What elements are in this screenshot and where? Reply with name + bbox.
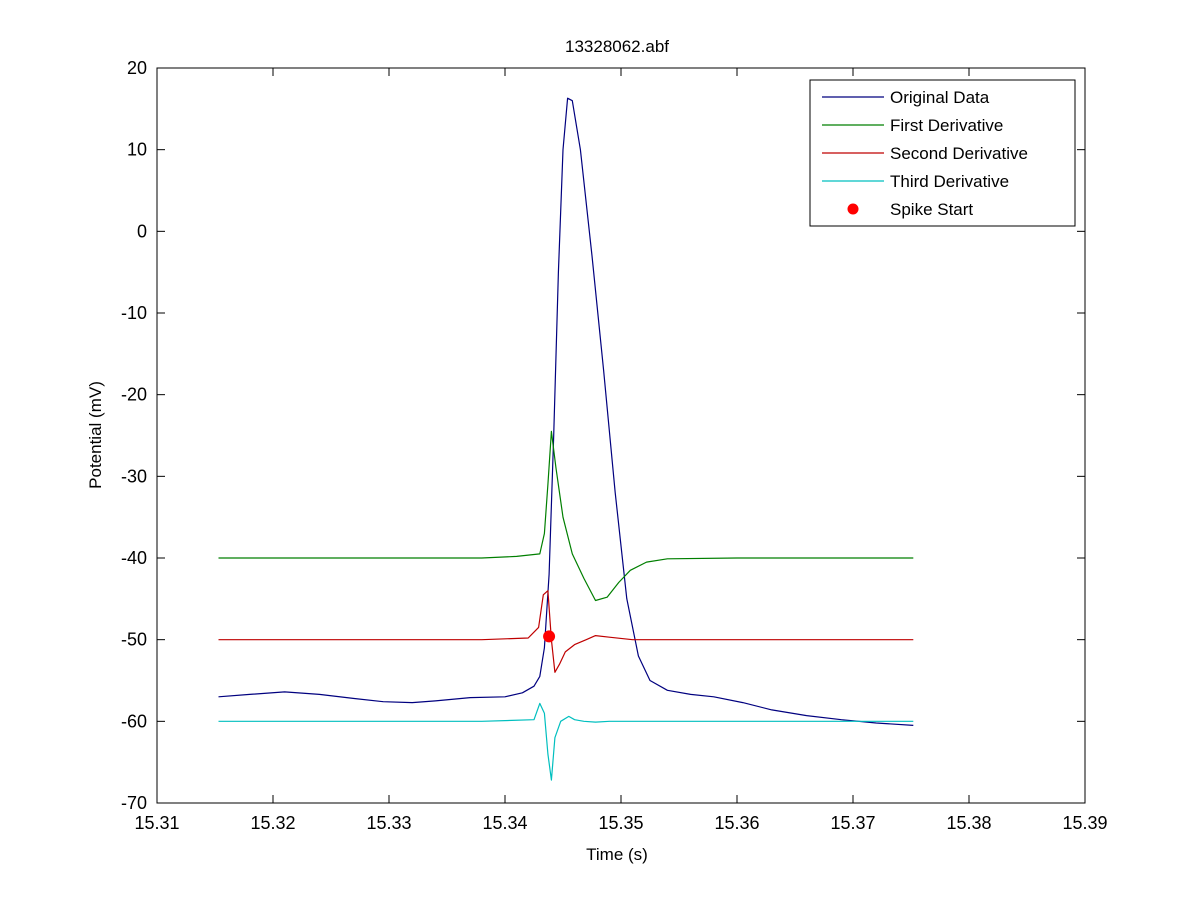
y-tick-label: 0 <box>137 221 147 241</box>
y-tick-label: -40 <box>121 548 147 568</box>
legend-label-original-data: Original Data <box>890 88 990 107</box>
x-axis-title: Time (s) <box>586 845 648 864</box>
x-tick-label: 15.31 <box>134 813 179 833</box>
x-tick-label: 15.38 <box>946 813 991 833</box>
chart-title: 13328062.abf <box>565 37 669 56</box>
x-tick-label: 15.34 <box>482 813 527 833</box>
y-tick-label: 20 <box>127 58 147 78</box>
original-data-line <box>218 97 914 726</box>
x-tick-label: 15.33 <box>366 813 411 833</box>
x-tick-label: 15.36 <box>714 813 759 833</box>
legend-swatch-spike-start <box>847 203 859 215</box>
second-derivative-line <box>218 590 914 673</box>
legend-label-second-derivative: Second Derivative <box>890 144 1028 163</box>
y-tick-label: -20 <box>121 385 147 405</box>
third-derivative-line <box>218 702 914 781</box>
legend-label-third-derivative: Third Derivative <box>890 172 1009 191</box>
x-tick-label: 15.32 <box>250 813 295 833</box>
spike-start-marker <box>543 630 556 643</box>
legend-label-spike-start: Spike Start <box>890 200 973 219</box>
y-tick-label: 10 <box>127 140 147 160</box>
y-tick-label: -50 <box>121 630 147 650</box>
legend-label-first-derivative: First Derivative <box>890 116 1003 135</box>
y-tick-label: -70 <box>121 793 147 813</box>
x-tick-label: 15.39 <box>1062 813 1107 833</box>
y-axis-title: Potential (mV) <box>86 381 105 489</box>
y-tick-label: -10 <box>121 303 147 323</box>
plot-area: 15.31 15.32 15.33 15.34 15.35 15.36 15.37 15.38… <box>121 58 1108 833</box>
legend: Original Data First Derivative Second Deri… <box>809 79 1076 227</box>
y-tick-label: -30 <box>121 466 147 486</box>
x-tick-label: 15.37 <box>830 813 875 833</box>
first-derivative-line <box>218 430 914 602</box>
y-tick-label: -60 <box>121 711 147 731</box>
x-tick-label: 15.35 <box>598 813 643 833</box>
